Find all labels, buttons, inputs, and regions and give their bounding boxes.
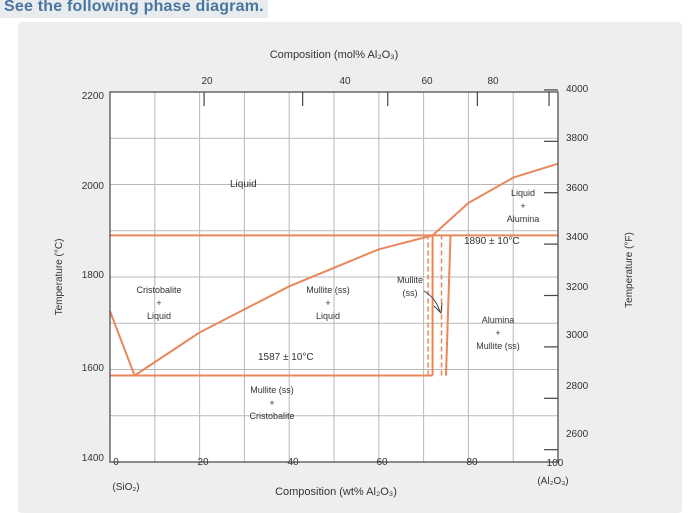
phase-boundary-line <box>134 234 433 377</box>
region-label-cristobalite-liquid: + <box>156 298 161 308</box>
region-label-cristobalite-liquid: Liquid <box>147 311 171 321</box>
eutectic-label-high: 1890 ± 10°C <box>464 236 520 247</box>
region-label-cristobalite-liquid: Cristobalite <box>136 285 181 295</box>
region-label-mullite-cristobalite: + <box>269 398 274 408</box>
region-label-alumina-mullite: Alumina <box>482 315 515 325</box>
right-tick-label: 3600 <box>566 183 589 194</box>
region-label-mullite-ss: (ss) <box>403 288 418 298</box>
plot-frame <box>109 91 559 463</box>
top-tick-label: 80 <box>487 76 499 87</box>
region-label-liquid-alumina: + <box>520 201 525 211</box>
region-label-mullite-cristobalite: Cristobalite <box>249 411 294 421</box>
region-label-mullite-liquid: + <box>325 298 330 308</box>
top-axis-title: Composition (mol% Al₂O₃) <box>270 49 399 61</box>
region-label-mullite-cristobalite: Mullite (ss) <box>250 385 294 395</box>
y-tick-label: 2000 <box>82 181 105 192</box>
region-label-mullite-liquid: Mullite (ss) <box>306 285 350 295</box>
region-label-mullite-liquid: Liquid <box>316 311 340 321</box>
right-tick-label: 2600 <box>566 429 589 440</box>
page-heading: See the following phase diagram. <box>0 0 268 18</box>
tick-marks <box>203 89 558 451</box>
y-tick-label: 1800 <box>82 270 105 281</box>
y-tick-label: 2200 <box>82 91 105 102</box>
region-label-liquid: Liquid <box>230 179 257 190</box>
right-tick-label: 3800 <box>566 133 589 144</box>
x-axis-title: Composition (wt% Al₂O₃) <box>275 486 397 498</box>
mullite-ss-pointer-arrow <box>423 290 443 315</box>
x-tick-label: 0 <box>113 457 119 468</box>
y-tick-label: 1400 <box>82 453 105 464</box>
phase-boundary-line <box>431 162 559 237</box>
x-end-label-right: (Al₂O₃) <box>537 476 568 487</box>
x-tick-label: 40 <box>287 457 299 468</box>
x-end-label-left: (SiO₂) <box>112 482 139 493</box>
region-label-liquid-alumina: Alumina <box>507 214 540 224</box>
y-axis-title-right: Temperature (°F) <box>624 232 635 308</box>
y-axis-title-left: Temperature (°C) <box>54 239 65 316</box>
region-label-mullite-ss: Mullite <box>397 275 423 285</box>
right-tick-label: 3400 <box>566 232 589 243</box>
region-label-alumina-mullite: + <box>495 328 500 338</box>
phase-boundary-line <box>109 310 136 376</box>
right-tick-label: 3000 <box>566 330 589 341</box>
right-tick-label: 2800 <box>566 381 589 392</box>
x-tick-label: 80 <box>466 457 478 468</box>
top-tick-label: 40 <box>339 76 351 87</box>
right-tick-label: 3200 <box>566 282 589 293</box>
region-label-liquid-alumina: Liquid <box>511 188 535 198</box>
phase-boundary-line <box>445 235 452 376</box>
x-tick-label: 100 <box>547 458 564 469</box>
eutectic-label-low: 1587 ± 10°C <box>258 352 314 363</box>
x-tick-label: 60 <box>376 457 388 468</box>
y-tick-label: 1600 <box>82 363 105 374</box>
top-tick-label: 20 <box>201 76 213 87</box>
region-label-alumina-mullite: Mullite (ss) <box>476 341 520 351</box>
grid <box>110 92 558 462</box>
phase-boundaries <box>109 162 559 377</box>
top-tick-label: 60 <box>421 76 433 87</box>
x-tick-label: 20 <box>197 457 209 468</box>
right-tick-label: 4000 <box>566 84 589 95</box>
